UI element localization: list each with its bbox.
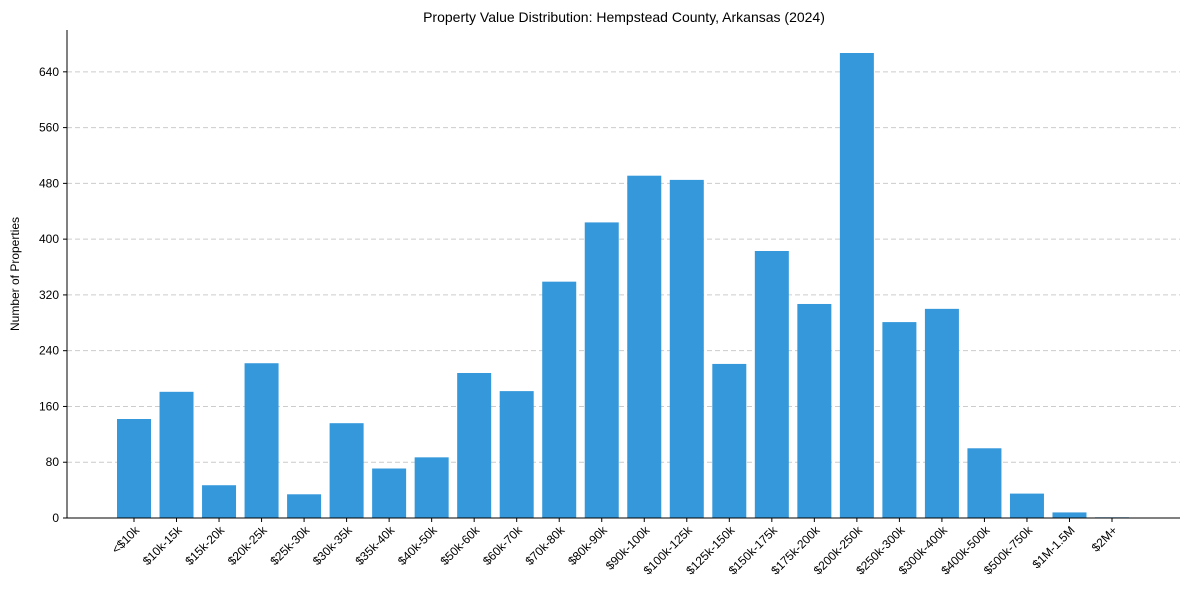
chart-title: Property Value Distribution: Hempstead C…: [423, 9, 825, 25]
x-tick-label: $1M-1.5M: [1029, 523, 1077, 571]
y-tick-label: 80: [46, 455, 60, 469]
x-tick-label: $70k-80k: [523, 523, 569, 569]
bar: [244, 363, 279, 518]
x-tick-label: $60k-70k: [480, 523, 526, 569]
bar: [117, 419, 151, 518]
y-tick-label: 640: [39, 65, 59, 79]
bar: [712, 363, 747, 518]
bar: [202, 485, 237, 518]
x-tick-label: $25k-30k: [267, 523, 313, 569]
bar: [1052, 512, 1087, 518]
x-tick-label: $2M+: [1089, 523, 1120, 554]
bar: [967, 448, 1002, 518]
x-tick-label: $40k-50k: [395, 523, 441, 569]
bar: [329, 423, 364, 518]
axes: [66, 30, 1180, 519]
y-tick-label: 560: [39, 121, 59, 135]
x-axis-ticks: <$10k$10k-15k$15k-20k$20k-25k$25k-30k$30…: [109, 518, 1120, 577]
bar: [457, 372, 492, 518]
bar: [1009, 493, 1044, 518]
bar: [754, 250, 789, 518]
bars: [117, 53, 1129, 519]
x-tick-label: $35k-40k: [352, 523, 398, 569]
x-tick-label: $10k-15k: [140, 523, 186, 569]
bar: [372, 468, 407, 518]
bar: [414, 457, 449, 518]
x-tick-label: $30k-35k: [310, 523, 356, 569]
bar: [924, 308, 959, 518]
bar: [839, 53, 874, 519]
x-tick-label: $50k-60k: [437, 523, 483, 569]
bar: [669, 179, 704, 518]
bar: [542, 281, 577, 518]
bar: [584, 222, 619, 518]
bar: [882, 322, 917, 518]
y-axis-label: Number of Properties: [8, 217, 22, 331]
bar: [627, 175, 662, 518]
bar: [287, 494, 322, 518]
y-tick-label: 0: [52, 511, 59, 525]
gridlines: [67, 71, 1180, 463]
x-tick-label: $20k-25k: [225, 523, 271, 569]
y-axis-ticks: 0 80 160 240 320 400 480 560 640: [39, 65, 67, 525]
y-tick-label: 320: [39, 288, 59, 302]
x-tick-label: $15k-20k: [182, 523, 228, 569]
bar: [159, 391, 194, 518]
y-tick-label: 160: [39, 399, 59, 413]
x-tick-label: <$10k: [109, 523, 143, 557]
y-tick-label: 400: [39, 232, 59, 246]
y-tick-label: 240: [39, 344, 59, 358]
bar: [797, 303, 832, 518]
bar: [499, 391, 534, 518]
y-tick-label: 480: [39, 176, 59, 190]
